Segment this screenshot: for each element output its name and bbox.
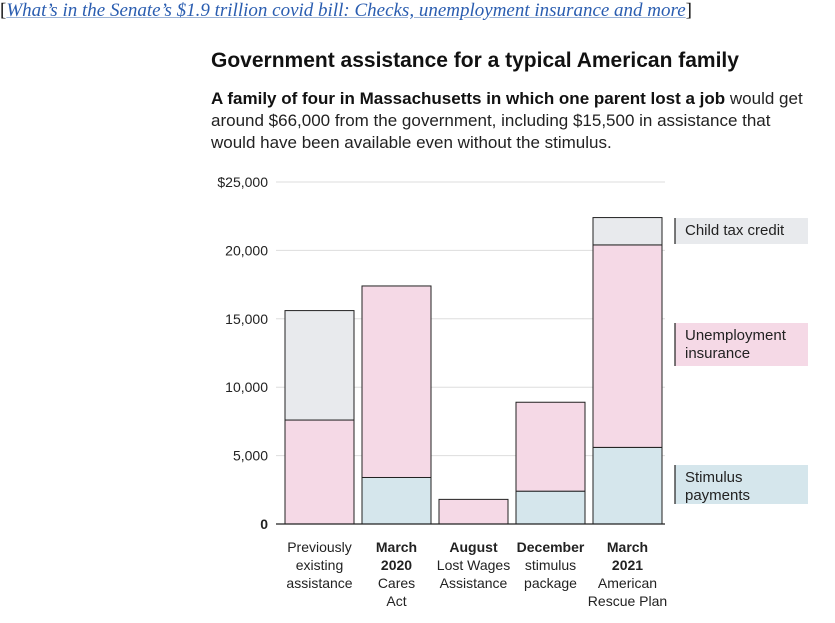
legend-label: Unemployment: [685, 327, 787, 344]
bar-segment-child-tax-credit: [592, 217, 663, 246]
article-link[interactable]: What’s in the Senate’s $1.9 trillion cov…: [6, 0, 686, 21]
link-bracket-close: ]: [685, 0, 692, 21]
x-tick-label: December stimulus package: [496, 538, 606, 592]
legend-swatch: [675, 465, 808, 504]
x-tick-label-bold: March: [375, 539, 418, 555]
x-tick-label-line: existing: [295, 557, 344, 573]
x-tick-label-line: package: [524, 575, 577, 591]
chart-title: Government assistance for a typical Amer…: [211, 49, 739, 72]
bar-segment-unemployment-insurance: [361, 285, 432, 478]
legend-label: Child tax credit: [685, 222, 785, 239]
legend-swatch: [675, 323, 808, 366]
x-tick-label-line: assistance: [286, 575, 353, 591]
bar-segment-previously-existing-top: [284, 310, 355, 421]
x-tick-label: August Lost Wages Assistance: [419, 538, 529, 592]
bar-segment-unemployment-insurance: [592, 244, 663, 448]
bar-segment-stimulus-payments: [592, 446, 663, 525]
article-link-line: [What’s in the Senate’s $1.9 trillion co…: [0, 0, 692, 22]
x-tick-label-line: Assistance: [439, 575, 508, 591]
bar-segment-unemployment-insurance: [438, 498, 509, 525]
x-tick-label-line: Act: [386, 593, 407, 609]
y-tick-label: 0: [260, 516, 268, 532]
link-bracket-open: [: [0, 0, 7, 21]
x-tick-label-line: Rescue Plan: [587, 593, 668, 609]
x-tick-label-line: 2020: [380, 557, 413, 573]
chart-subtitle: A family of four in Massachusetts in whi…: [211, 88, 811, 154]
x-tick-label: Previously existing assistance: [265, 538, 375, 592]
x-tick-label-bold: December: [516, 539, 585, 555]
subtitle-bold: A family of four in Massachusetts in whi…: [211, 89, 726, 108]
bar-segment-unemployment-insurance: [515, 401, 586, 492]
y-tick-label: 10,000: [225, 379, 268, 395]
y-tick-label: 15,000: [225, 311, 268, 327]
legend-swatch: [675, 218, 808, 244]
x-tick-label-line: Previously: [287, 539, 352, 555]
x-tick-label-line: American: [597, 575, 658, 591]
subtitle-rest: would get around $66,000 from the govern…: [211, 89, 803, 152]
bar-segment-unemployment-insurance: [284, 419, 355, 525]
x-tick-label-line: Cares: [377, 575, 416, 591]
bar-segment-stimulus-payments: [361, 476, 432, 525]
x-tick-label-line: Lost Wages: [436, 557, 511, 573]
x-tick-label-line: stimulus: [524, 557, 577, 573]
x-tick-label: March 2020 Cares Act: [342, 538, 452, 610]
x-tick-label: March 2021 American Rescue Plan: [573, 538, 683, 610]
x-tick-label-bold: August: [449, 539, 498, 555]
x-tick-label-bold: March: [606, 539, 649, 555]
legend-label: insurance: [685, 345, 750, 362]
y-tick-label: $25,000: [217, 174, 268, 190]
legend-label: payments: [685, 487, 750, 504]
legend-label: Stimulus: [685, 469, 743, 486]
y-tick-label: 20,000: [225, 242, 268, 258]
x-tick-label-line: 2021: [611, 557, 644, 573]
bar-segment-stimulus-payments: [515, 490, 586, 525]
y-tick-label: 5,000: [233, 448, 268, 464]
